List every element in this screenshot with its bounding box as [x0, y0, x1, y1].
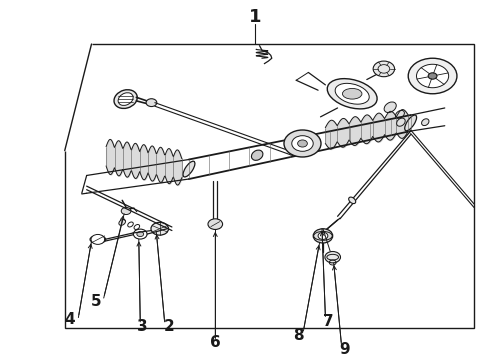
- Ellipse shape: [119, 219, 125, 225]
- Ellipse shape: [395, 111, 404, 118]
- Ellipse shape: [118, 93, 133, 105]
- Circle shape: [373, 61, 394, 77]
- Ellipse shape: [343, 89, 362, 99]
- Text: 7: 7: [322, 314, 333, 329]
- Text: 1: 1: [248, 8, 261, 26]
- Text: 3: 3: [137, 319, 148, 334]
- Circle shape: [313, 229, 333, 243]
- Circle shape: [318, 232, 328, 239]
- Circle shape: [146, 99, 157, 107]
- Circle shape: [91, 234, 105, 244]
- Circle shape: [292, 136, 313, 151]
- Ellipse shape: [114, 90, 137, 108]
- Circle shape: [428, 73, 437, 79]
- Circle shape: [297, 140, 307, 147]
- Ellipse shape: [349, 197, 356, 204]
- Text: 2: 2: [164, 319, 175, 334]
- Text: 5: 5: [91, 294, 102, 309]
- Ellipse shape: [327, 78, 377, 109]
- Circle shape: [416, 64, 449, 88]
- Text: 9: 9: [340, 342, 350, 357]
- Circle shape: [325, 252, 341, 263]
- Ellipse shape: [90, 235, 106, 243]
- Ellipse shape: [421, 119, 429, 126]
- Ellipse shape: [396, 118, 405, 126]
- Circle shape: [137, 231, 144, 237]
- Circle shape: [121, 207, 131, 215]
- Circle shape: [133, 229, 147, 239]
- Ellipse shape: [405, 115, 416, 131]
- Circle shape: [284, 130, 321, 157]
- Ellipse shape: [183, 161, 195, 177]
- Text: 6: 6: [210, 335, 221, 350]
- Circle shape: [151, 222, 169, 235]
- Circle shape: [408, 58, 457, 94]
- Text: 8: 8: [294, 328, 304, 343]
- Ellipse shape: [384, 102, 396, 113]
- Circle shape: [208, 219, 222, 229]
- Ellipse shape: [335, 84, 369, 104]
- Text: 4: 4: [64, 312, 75, 327]
- Ellipse shape: [251, 150, 263, 160]
